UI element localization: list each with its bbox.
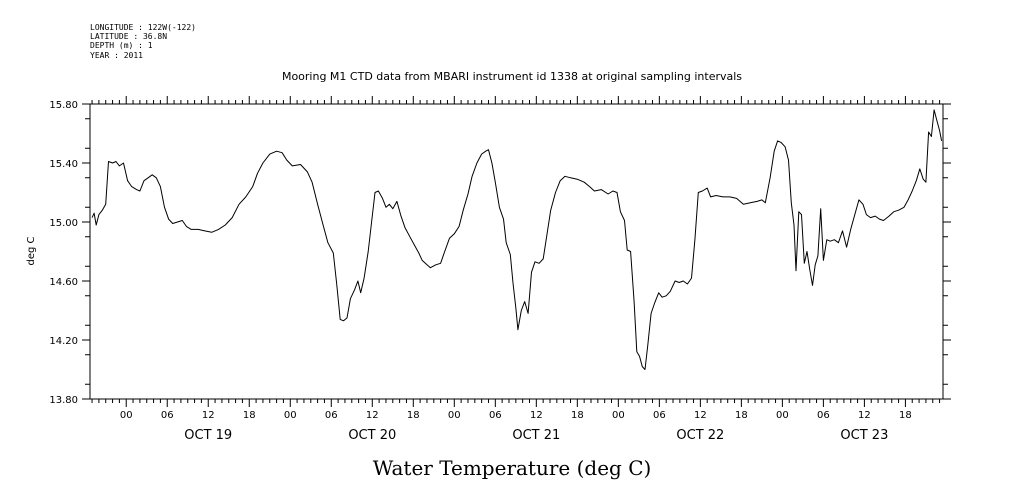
y-tick-label: 14.60 <box>49 277 78 288</box>
metadata-block: LONGITUDE : 122W(-122) LATITUDE : 36.8N … <box>90 23 196 60</box>
chart-title: Mooring M1 CTD data from MBARI instrumen… <box>282 70 742 83</box>
y-tick-label: 15.80 <box>49 100 78 111</box>
y-axis: 13.80 14.20 14.60 15.00 15.40 15.80 <box>49 100 951 406</box>
x-day-label: OCT 23 <box>840 428 888 443</box>
x-tick-label: 00 <box>120 410 133 421</box>
y-tick-label: 14.20 <box>49 336 78 347</box>
x-tick-label: 18 <box>407 410 420 421</box>
x-day-label: OCT 22 <box>676 428 724 443</box>
x-tick-label: 06 <box>489 410 502 421</box>
series-line <box>91 109 943 370</box>
x-day-label: OCT 20 <box>348 428 396 443</box>
x-day-label: OCT 19 <box>184 428 232 443</box>
x-day-label: OCT 21 <box>512 428 560 443</box>
x-tick-label: 18 <box>735 410 748 421</box>
x-tick-label: 18 <box>243 410 256 421</box>
metadata-depth: DEPTH (m) : 1 <box>90 41 153 50</box>
plot-frame <box>89 103 944 400</box>
x-tick-label: 18 <box>571 410 584 421</box>
y-tick-label: 15.40 <box>49 159 78 170</box>
minor-ticks <box>91 100 941 403</box>
x-tick-label: 12 <box>530 410 543 421</box>
y-tick-label: 15.00 <box>49 218 78 229</box>
series-layer <box>91 109 943 370</box>
metadata-year: YEAR : 2011 <box>90 51 143 60</box>
x-tick-label: 12 <box>694 410 707 421</box>
y-tick-label: 13.80 <box>49 395 78 406</box>
x-tick-label: 06 <box>817 410 830 421</box>
metadata-longitude: LONGITUDE : 122W(-122) <box>90 23 196 32</box>
x-tick-label: 12 <box>366 410 379 421</box>
x-tick-label: 18 <box>899 410 912 421</box>
x-tick-label: 12 <box>202 410 215 421</box>
x-tick-label: 00 <box>284 410 297 421</box>
x-tick-label: 06 <box>325 410 338 421</box>
x-tick-label: 12 <box>858 410 871 421</box>
y-axis-label: deg C <box>26 236 37 265</box>
x-axis-label: Water Temperature (deg C) <box>373 456 652 480</box>
x-tick-label: 00 <box>448 410 461 421</box>
metadata-latitude: LATITUDE : 36.8N <box>90 32 167 41</box>
x-tick-label: 06 <box>653 410 666 421</box>
x-tick-label: 06 <box>161 410 174 421</box>
x-axis: 00 06 12 18 00 06 12 18 00 06 12 18 00 06 12 18 00 06 12 18… <box>120 96 912 443</box>
x-tick-label: 00 <box>776 410 789 421</box>
x-tick-label: 00 <box>612 410 625 421</box>
